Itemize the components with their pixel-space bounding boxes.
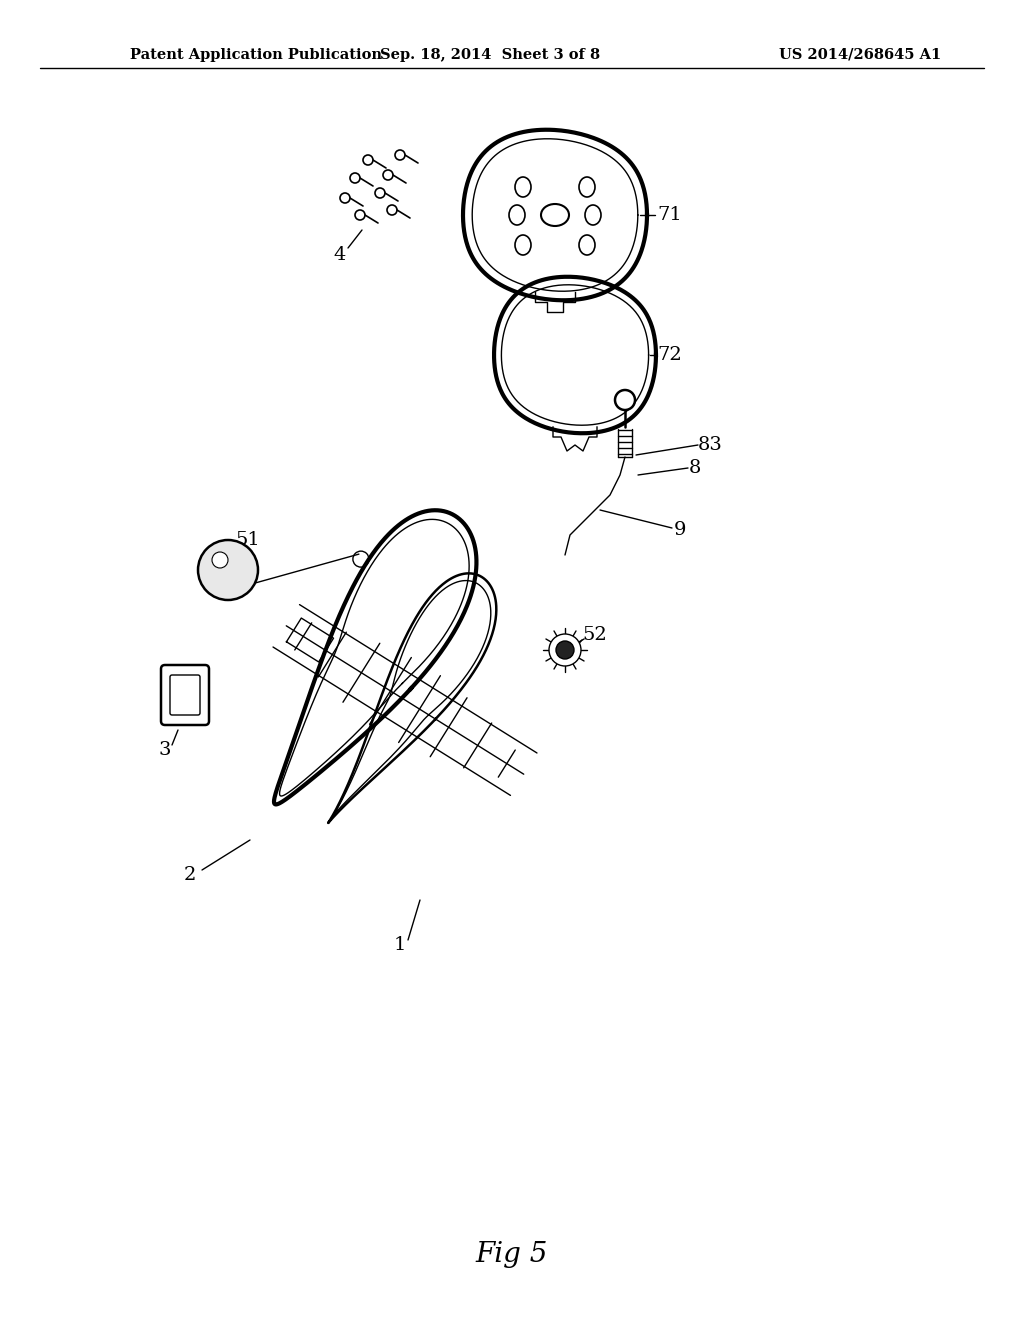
Text: 52: 52 — [583, 626, 607, 644]
Circle shape — [615, 389, 635, 411]
Text: 4: 4 — [334, 246, 346, 264]
Circle shape — [212, 552, 228, 568]
Circle shape — [556, 642, 574, 659]
Text: 71: 71 — [657, 206, 682, 224]
Circle shape — [549, 634, 581, 667]
Text: 8: 8 — [689, 459, 701, 477]
Text: US 2014/268645 A1: US 2014/268645 A1 — [779, 48, 941, 62]
Text: 83: 83 — [697, 436, 723, 454]
Circle shape — [198, 540, 258, 601]
Text: Patent Application Publication: Patent Application Publication — [130, 48, 382, 62]
Text: 9: 9 — [674, 521, 686, 539]
Text: 51: 51 — [236, 531, 260, 549]
Text: 1: 1 — [394, 936, 407, 954]
FancyBboxPatch shape — [161, 665, 209, 725]
Text: 2: 2 — [184, 866, 197, 884]
Text: Fig 5: Fig 5 — [476, 1242, 548, 1269]
FancyBboxPatch shape — [170, 675, 200, 715]
Text: 3: 3 — [159, 741, 171, 759]
Text: Sep. 18, 2014  Sheet 3 of 8: Sep. 18, 2014 Sheet 3 of 8 — [380, 48, 600, 62]
Text: 72: 72 — [657, 346, 682, 364]
